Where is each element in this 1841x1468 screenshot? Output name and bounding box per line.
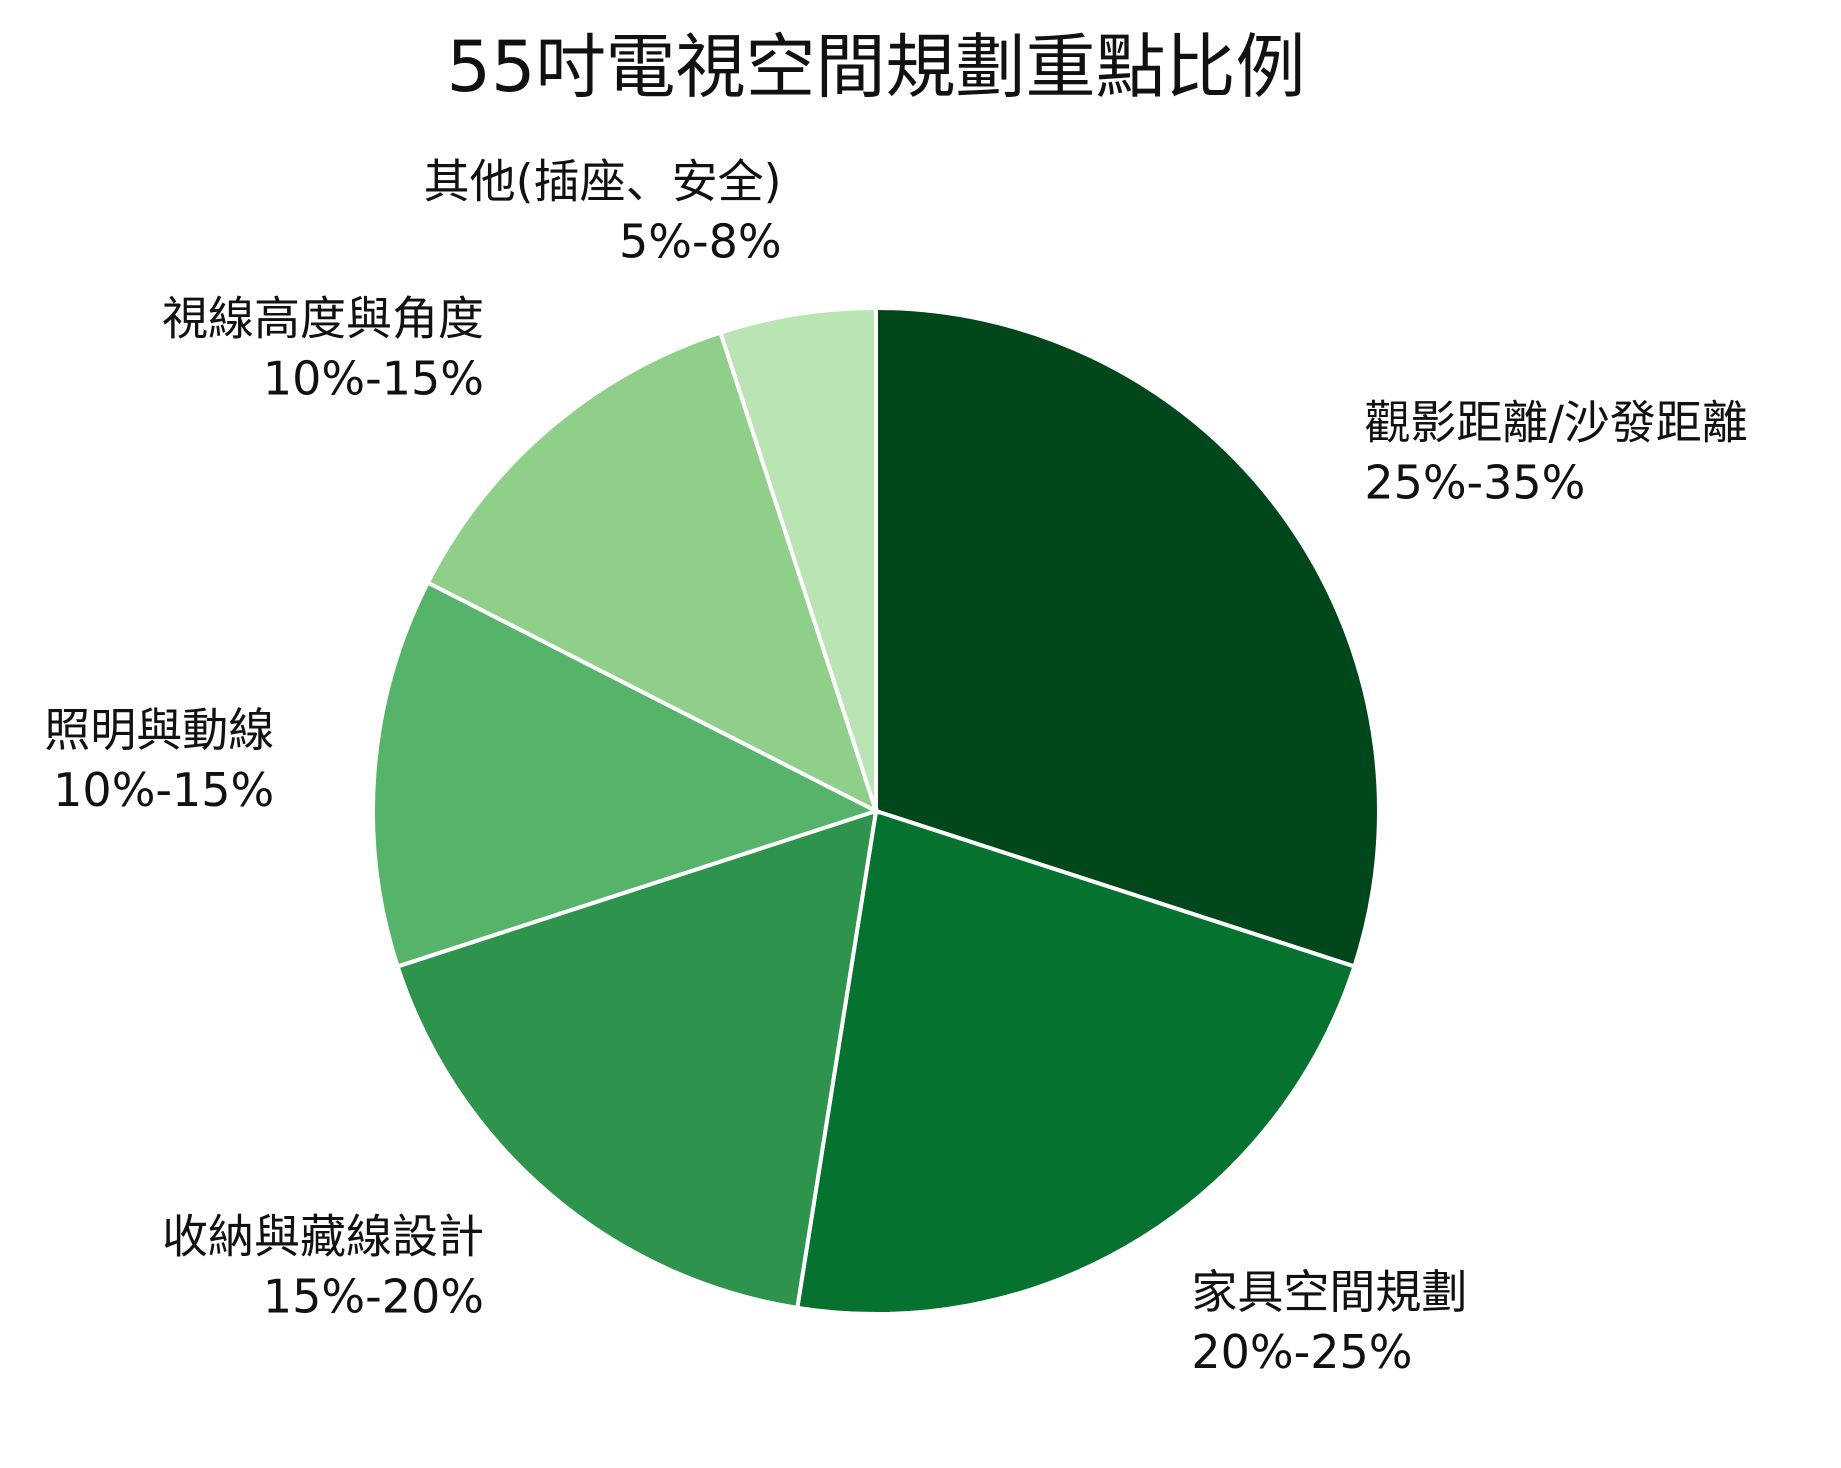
slice-label: 視線高度與角度	[162, 292, 484, 346]
pie-slice	[874, 305, 1381, 969]
pie-slice	[395, 808, 879, 1311]
value-label: 25%-35%	[1364, 456, 1585, 510]
value-label: 15%-20%	[263, 1269, 484, 1323]
value-label: 5%-8%	[619, 214, 782, 268]
value-label: 10%-15%	[53, 763, 274, 817]
slice-label: 觀影距離/沙發距離	[1364, 396, 1748, 450]
chart-title: 55吋電視空間規劃重點比例	[446, 26, 1305, 108]
pie-slice	[425, 330, 880, 815]
pie-slice	[371, 579, 882, 969]
pie-slice	[718, 305, 878, 812]
slice-label: 其他(插座、安全)	[424, 154, 782, 208]
value-label: 10%-15%	[263, 352, 484, 406]
value-label: 20%-25%	[1191, 1325, 1412, 1379]
slice-label: 收納與藏線設計	[162, 1209, 484, 1263]
slice-label: 家具空間規劃	[1191, 1265, 1467, 1319]
slice-label: 照明與動線	[44, 703, 274, 757]
pie-slice	[795, 808, 1357, 1316]
